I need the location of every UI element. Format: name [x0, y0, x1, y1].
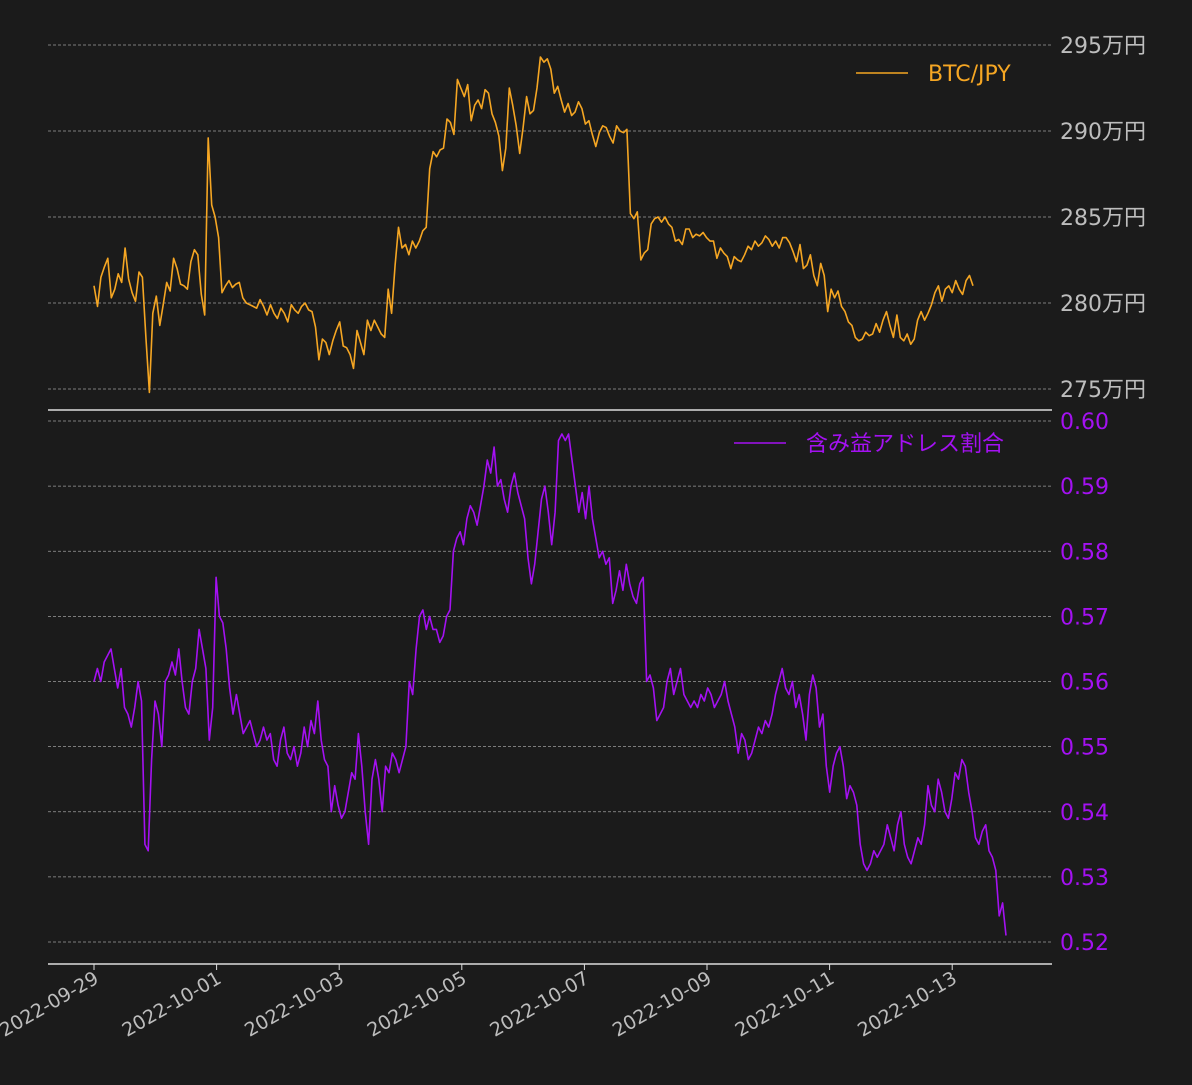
ratio-y-tick-label: 0.59 — [1060, 475, 1109, 500]
btc-y-tick-label: 280万円 — [1060, 292, 1146, 317]
ratio-y-tick-label: 0.57 — [1060, 605, 1109, 630]
ratio-y-tick-label: 0.54 — [1060, 801, 1109, 826]
btc-y-tick-label: 275万円 — [1060, 378, 1146, 403]
btc-y-tick-label: 290万円 — [1060, 120, 1146, 145]
ratio-y-axis-ticks: 0.52 0.53 0.54 0.55 0.56 0.57 0.58 0.59 0.60 — [1060, 410, 1109, 956]
ratio-y-tick-label: 0.60 — [1060, 410, 1109, 435]
btc-y-tick-label: 295万円 — [1060, 34, 1146, 59]
ratio-y-tick-label: 0.55 — [1060, 736, 1109, 761]
btc-legend: BTC/JPY — [856, 62, 1011, 87]
btc-y-tick-label: 285万円 — [1060, 206, 1146, 231]
ratio-y-tick-label: 0.56 — [1060, 671, 1109, 696]
ratio-gridlines — [48, 420, 1052, 943]
ratio-legend: 含み益アドレス割合 — [734, 432, 1004, 457]
ratio-legend-label: 含み益アドレス割合 — [806, 432, 1004, 457]
ratio-y-tick-label: 0.53 — [1060, 866, 1109, 891]
ratio-line — [93, 433, 1007, 936]
btc-legend-label: BTC/JPY — [928, 62, 1011, 87]
ratio-y-tick-label: 0.58 — [1060, 540, 1109, 565]
btc-price-line — [93, 56, 974, 394]
btc-y-axis-ticks: 275万円 280万円 285万円 290万円 295万円 — [1060, 34, 1146, 403]
ratio-y-tick-label: 0.52 — [1060, 931, 1109, 956]
